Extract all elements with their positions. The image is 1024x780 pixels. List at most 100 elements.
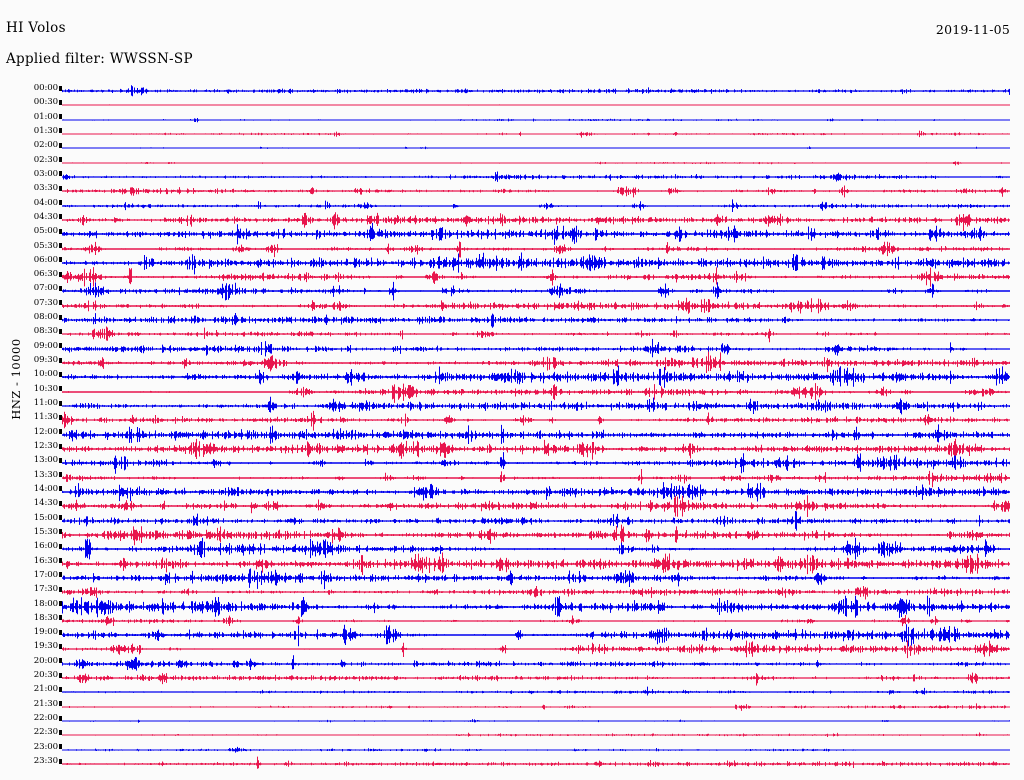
row-axis-tick xyxy=(59,429,62,435)
row-axis-tick xyxy=(59,715,62,721)
applied-filter-label: Applied filter: WWSSN-SP xyxy=(6,51,193,67)
row-axis-tick xyxy=(59,243,62,249)
row-axis-tick xyxy=(59,85,62,91)
row-axis-tick xyxy=(59,744,62,750)
row-axis-tick xyxy=(59,343,62,349)
row-axis-tick xyxy=(59,643,62,649)
row-axis-tick xyxy=(59,228,62,234)
row-axis-tick xyxy=(59,615,62,621)
row-time-label: 10:00 xyxy=(33,369,58,380)
row-time-label: 09:00 xyxy=(33,340,58,351)
row-time-label: 11:30 xyxy=(33,412,58,423)
row-time-label: 05:00 xyxy=(33,226,58,237)
row-time-label: 13:00 xyxy=(33,455,58,466)
trace-plot-area: 00:00 00:30 01:00 01:30 02:00 02:30 03:00 03:30… xyxy=(0,77,1024,779)
row-time-label: 22:30 xyxy=(33,727,58,738)
row-axis-tick xyxy=(59,200,62,206)
row-time-label: 15:00 xyxy=(33,512,58,523)
row-axis-tick xyxy=(59,371,62,377)
row-time-label: 10:30 xyxy=(33,383,58,394)
row-axis-tick xyxy=(59,400,62,406)
row-axis-tick xyxy=(59,285,62,291)
row-time-label: 03:00 xyxy=(33,168,58,179)
row-time-label: 01:30 xyxy=(33,125,58,136)
row-time-label: 14:30 xyxy=(33,498,58,509)
row-time-label: 00:30 xyxy=(33,97,58,108)
row-axis-tick xyxy=(59,271,62,277)
row-time-label: 16:00 xyxy=(33,541,58,552)
row-time-label: 21:00 xyxy=(33,684,58,695)
row-axis-tick xyxy=(59,701,62,707)
row-axis-tick xyxy=(59,171,62,177)
row-axis-tick xyxy=(59,472,62,478)
row-time-label: 23:00 xyxy=(33,741,58,752)
row-axis-tick xyxy=(59,672,62,678)
row-time-label: 08:00 xyxy=(33,312,58,323)
row-axis-tick xyxy=(59,543,62,549)
row-time-label: 17:30 xyxy=(33,584,58,595)
row-axis-tick xyxy=(59,328,62,334)
row-axis-tick xyxy=(59,529,62,535)
row-axis-tick xyxy=(59,500,62,506)
row-time-label: 19:30 xyxy=(33,641,58,652)
row-axis-tick xyxy=(59,457,62,463)
row-time-label: 04:30 xyxy=(33,211,58,222)
row-axis-tick xyxy=(59,629,62,635)
station-title: HI Volos xyxy=(6,20,66,36)
date-label: 2019-11-05 xyxy=(935,22,1010,37)
row-axis-tick xyxy=(59,185,62,191)
row-axis-tick xyxy=(59,601,62,607)
row-time-label: 04:00 xyxy=(33,197,58,208)
row-time-label: 18:30 xyxy=(33,612,58,623)
row-time-label: 23:30 xyxy=(33,756,58,767)
row-axis-tick xyxy=(59,257,62,263)
row-time-label: 19:00 xyxy=(33,627,58,638)
row-time-label: 09:30 xyxy=(33,355,58,366)
row-time-label: 18:00 xyxy=(33,598,58,609)
row-time-label: 00:00 xyxy=(33,83,58,93)
row-axis-tick xyxy=(59,99,62,105)
row-axis-tick xyxy=(59,114,62,120)
row-axis-tick xyxy=(59,443,62,449)
row-time-label: 06:30 xyxy=(33,269,58,280)
row-time-label: 14:00 xyxy=(33,483,58,494)
row-axis-tick xyxy=(59,128,62,134)
row-axis-tick xyxy=(59,142,62,148)
row-axis-tick xyxy=(59,572,62,578)
row-axis-tick xyxy=(59,658,62,664)
row-axis-tick xyxy=(59,686,62,692)
row-time-label: 07:30 xyxy=(33,297,58,308)
row-axis-tick xyxy=(59,386,62,392)
row-time-label: 02:30 xyxy=(33,154,58,165)
row-axis-tick xyxy=(59,157,62,163)
row-time-label: 01:00 xyxy=(33,111,58,122)
row-axis-tick xyxy=(59,586,62,592)
row-time-label: 13:30 xyxy=(33,469,58,480)
row-axis-tick xyxy=(59,515,62,521)
row-time-label: 21:30 xyxy=(33,698,58,709)
row-axis-tick xyxy=(59,758,62,764)
row-time-label: 03:30 xyxy=(33,183,58,194)
row-time-label: 20:30 xyxy=(33,670,58,681)
row-axis-tick xyxy=(59,300,62,306)
seismic-trace xyxy=(62,750,1010,779)
row-time-label: 02:00 xyxy=(33,140,58,151)
row-time-label: 07:00 xyxy=(33,283,58,294)
row-time-label: 20:00 xyxy=(33,655,58,666)
row-axis-tick xyxy=(59,414,62,420)
row-time-label: 06:00 xyxy=(33,254,58,265)
trace-row: 23:30 xyxy=(0,750,1024,779)
row-time-label: 16:30 xyxy=(33,555,58,566)
row-time-label: 05:30 xyxy=(33,240,58,251)
row-time-label: 08:30 xyxy=(33,326,58,337)
row-time-label: 12:30 xyxy=(33,441,58,451)
row-time-label: 22:00 xyxy=(33,713,58,724)
row-axis-tick xyxy=(59,558,62,564)
row-axis-tick xyxy=(59,314,62,320)
row-axis-tick xyxy=(59,357,62,363)
row-axis-tick xyxy=(59,214,62,220)
row-axis-tick xyxy=(59,729,62,735)
row-time-label: 15:30 xyxy=(33,526,58,537)
row-axis-tick xyxy=(59,486,62,492)
